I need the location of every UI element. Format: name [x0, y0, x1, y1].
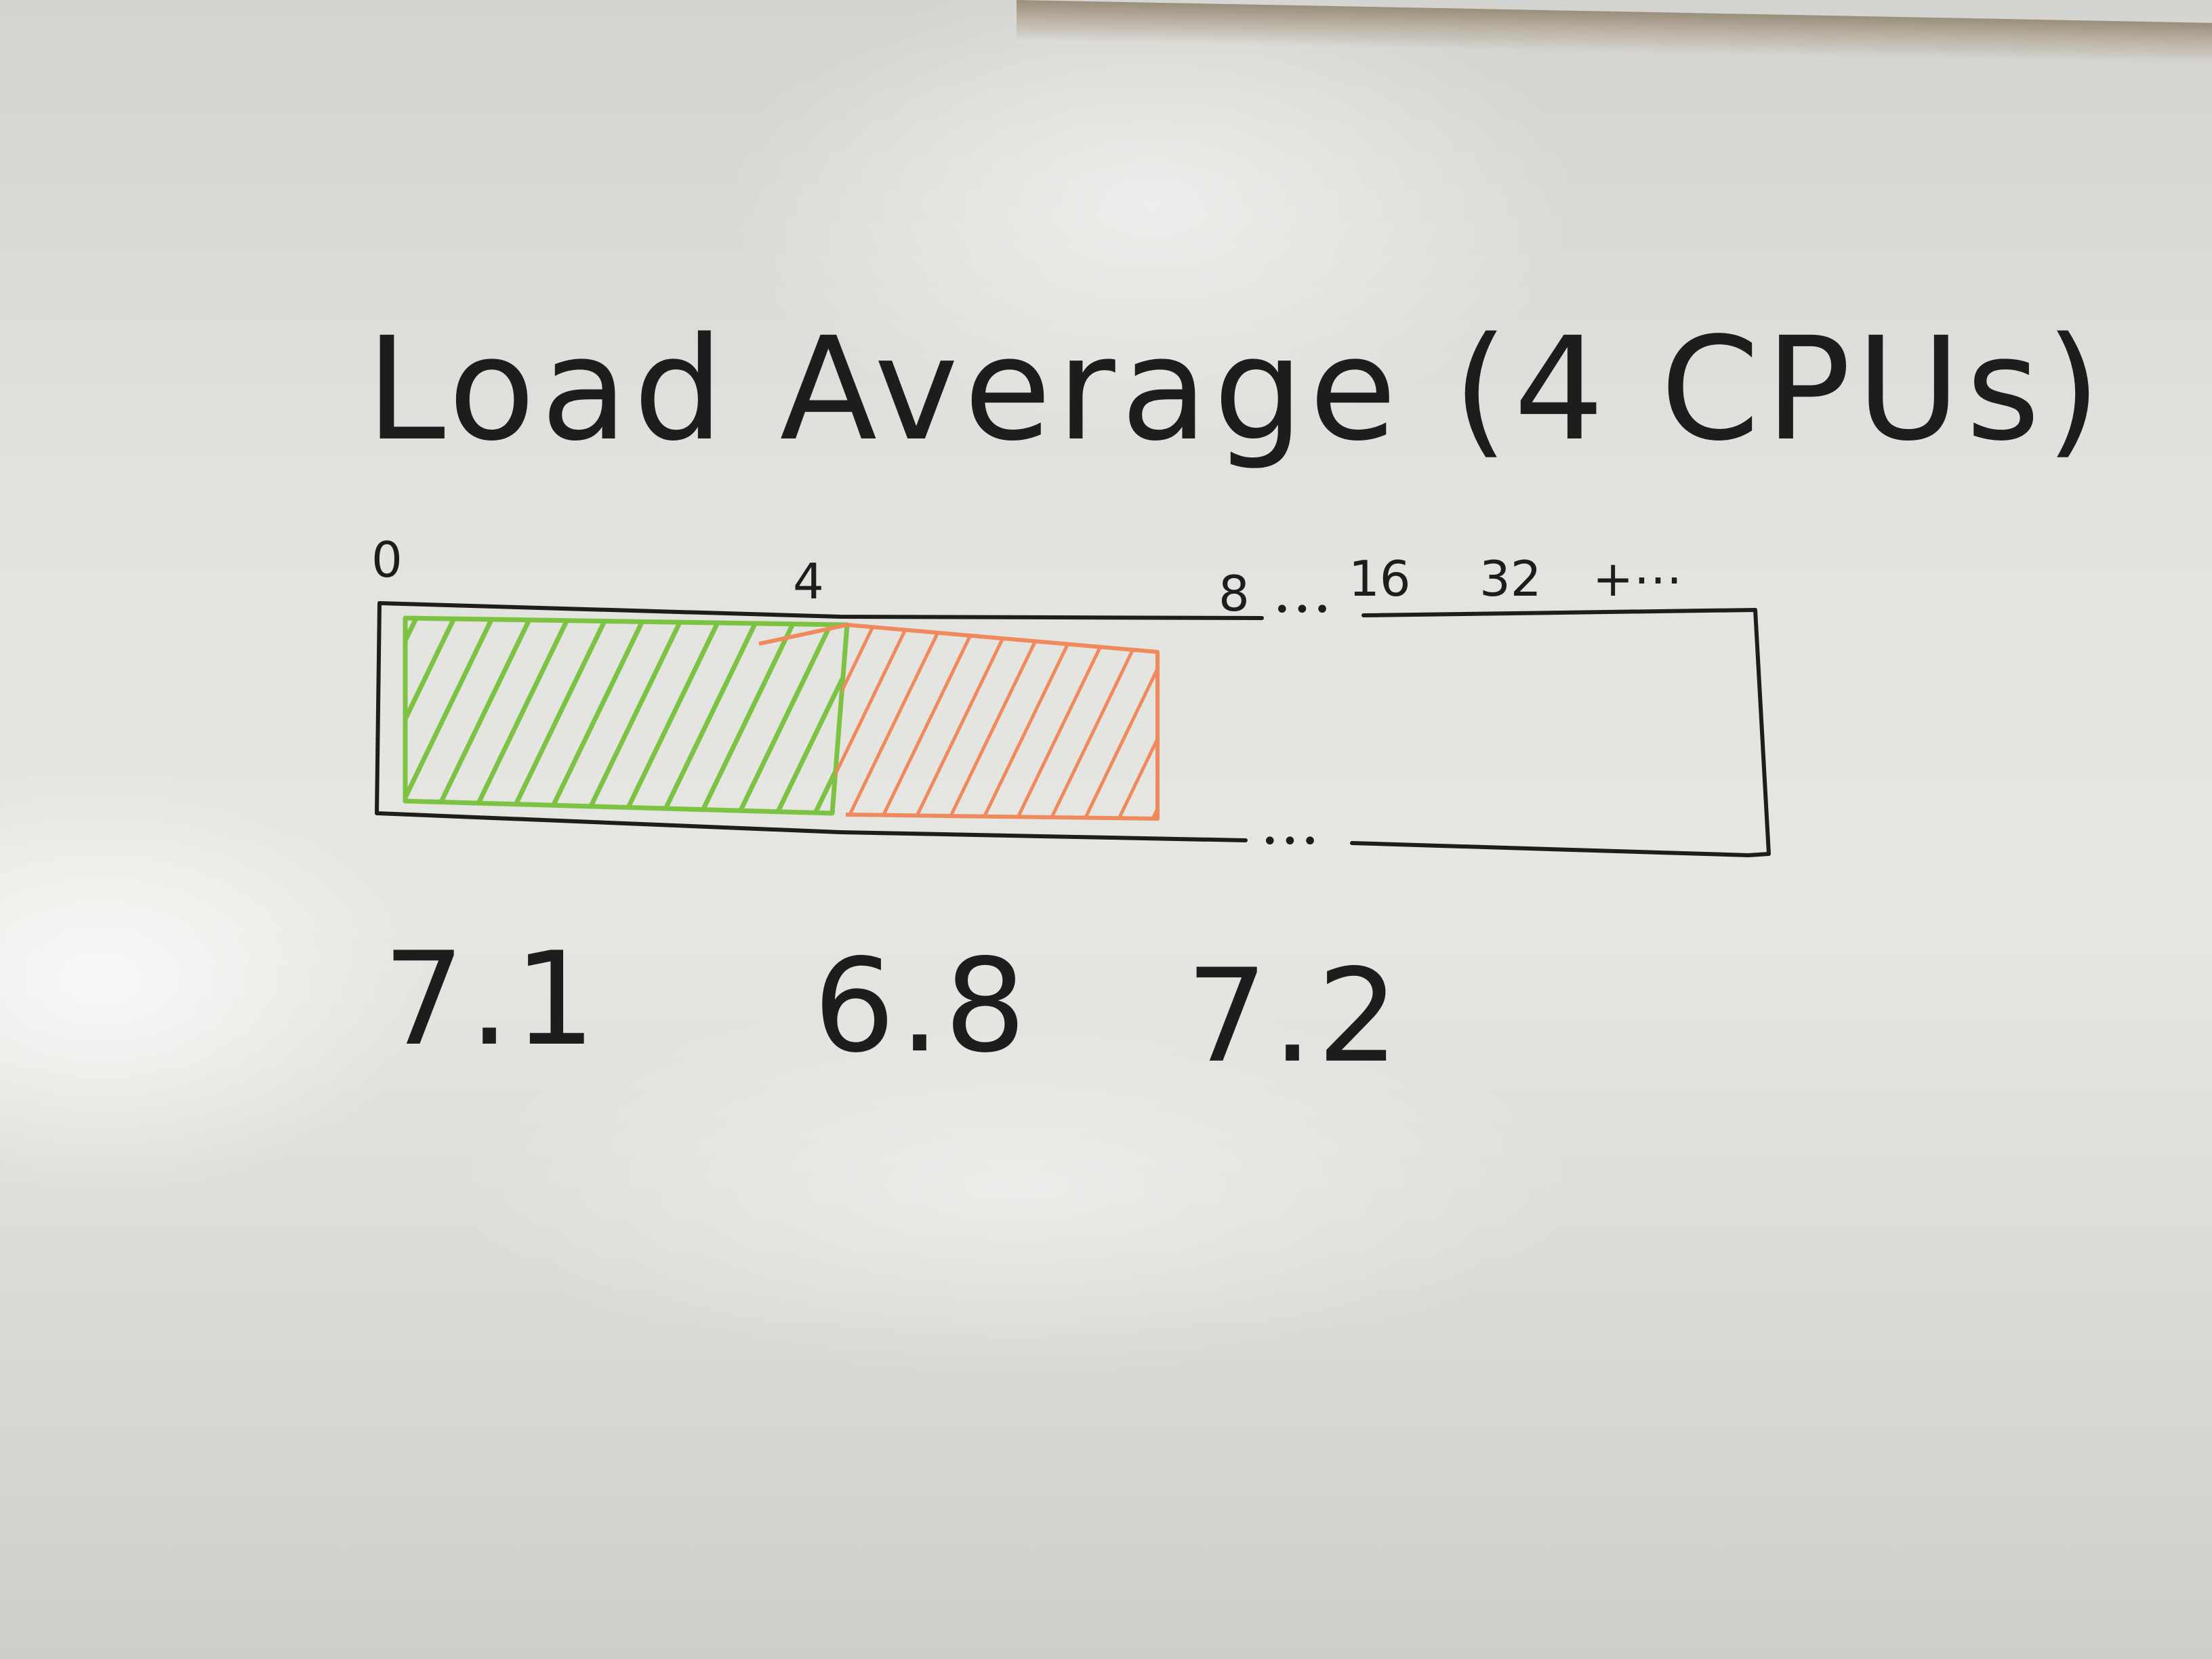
hatch-stroke [1150, 625, 1158, 819]
hatch-stroke [619, 618, 726, 813]
hatch-stroke [405, 618, 499, 813]
load-average-15min: 7.2 [1186, 941, 1404, 1091]
hatch-stroke [981, 625, 1086, 819]
scale-tick-0: 0 [371, 531, 403, 588]
hatch-stroke [733, 618, 840, 813]
hatch-stroke [809, 618, 847, 813]
hatch-stroke [430, 618, 537, 813]
hatch-stroke [544, 618, 651, 813]
hatch-stroke [771, 618, 847, 813]
hatch-stroke [947, 625, 1052, 819]
scale-tick-32: 32 [1479, 550, 1542, 607]
load-bar-outline [375, 601, 1771, 857]
load-average-1min: 7.1 [383, 924, 600, 1074]
load-average-5min: 6.8 [813, 931, 1031, 1081]
hatch-stroke [913, 625, 1019, 819]
hatch-stroke [405, 618, 461, 813]
hatch-stroke [832, 625, 883, 819]
scale-tick-8: 8 [1218, 565, 1250, 622]
hatch-stroke [832, 625, 917, 819]
hatch-stroke [657, 618, 764, 813]
scale-tick-16: 16 [1349, 550, 1411, 607]
hatch-stroke [1082, 625, 1158, 819]
scale-tick-more: +⋯ [1593, 550, 1683, 607]
hatch-stroke [581, 618, 689, 813]
diagram-title: Load Average (4 CPUs) [366, 306, 2107, 472]
hatch-stroke [1116, 625, 1158, 819]
scale-gap-dots-top: ••• [1274, 594, 1334, 626]
scale-tick-4: 4 [793, 553, 824, 610]
within-capacity-fill [403, 615, 850, 816]
scale-gap-dots-bottom: ••• [1262, 826, 1322, 857]
hatch-stroke [506, 618, 613, 813]
hatch-stroke [879, 625, 985, 819]
hatch-stroke [695, 618, 802, 813]
hatch-stroke [845, 625, 951, 819]
hatch-stroke [468, 618, 575, 813]
